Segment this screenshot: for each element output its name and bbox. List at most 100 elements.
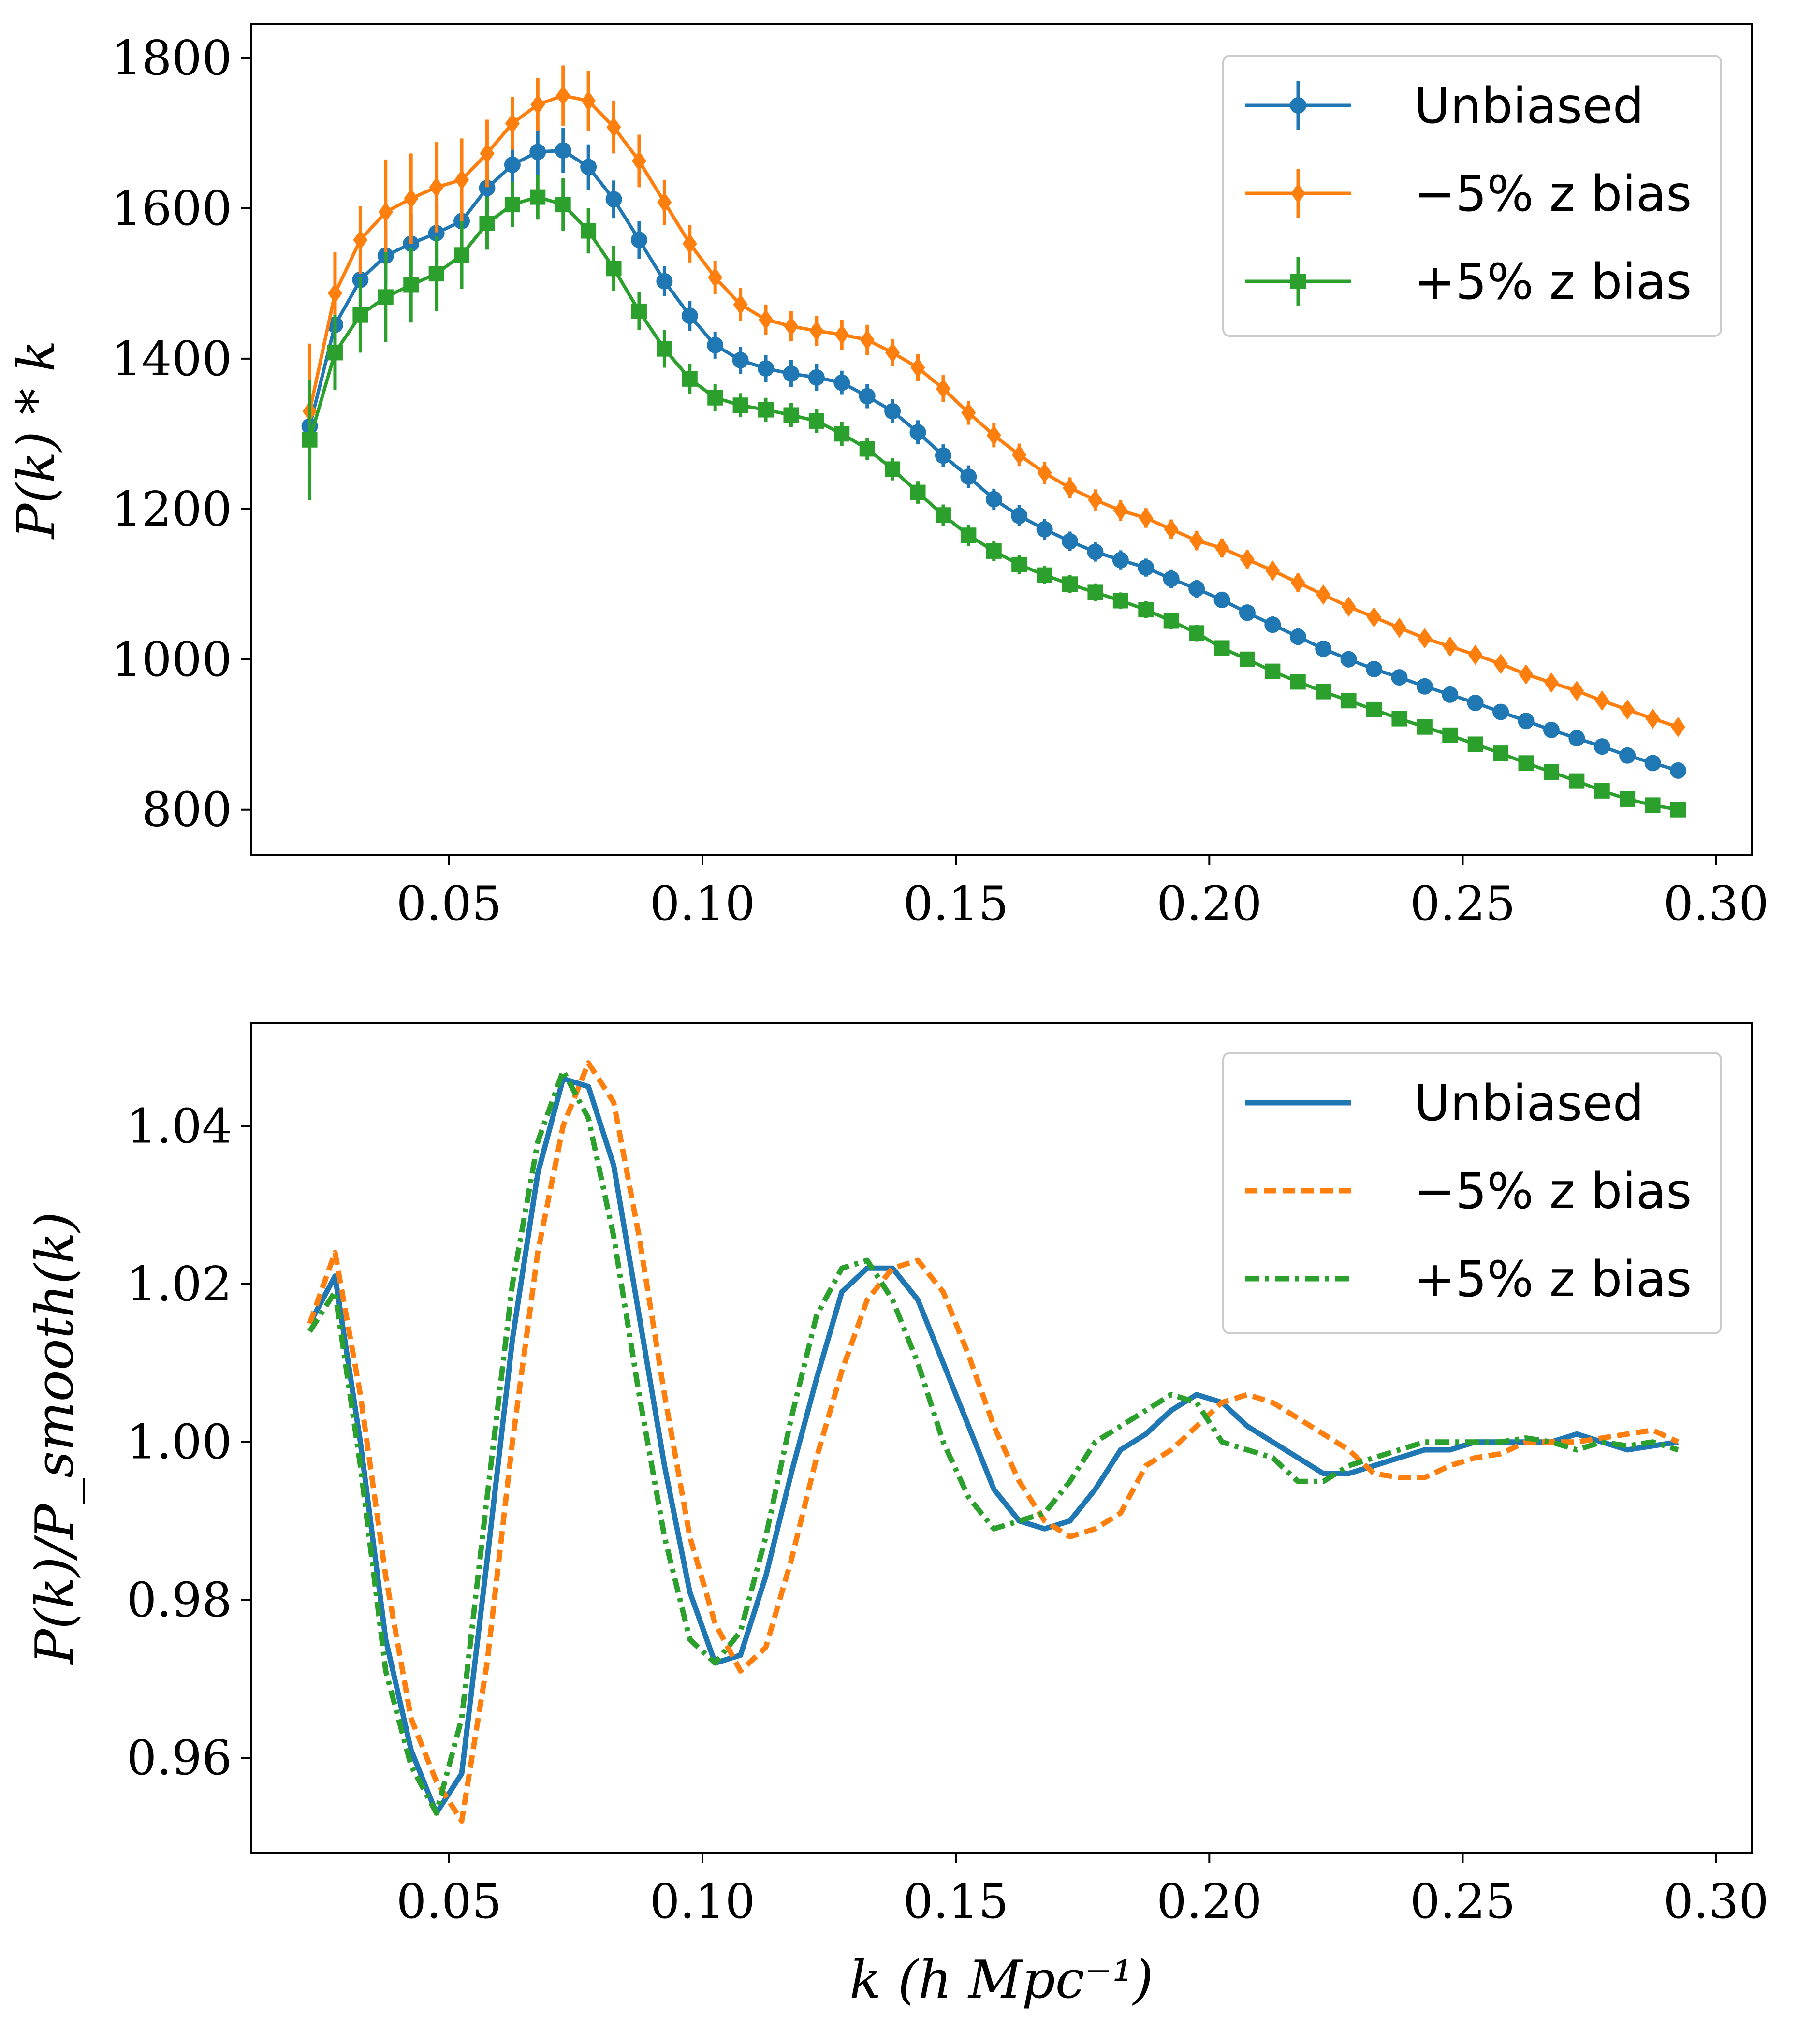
data-point bbox=[352, 307, 368, 323]
data-point bbox=[378, 289, 394, 305]
legend-entry: Unbiased bbox=[1245, 77, 1644, 135]
data-point bbox=[1037, 463, 1052, 483]
y-axis-label: P(k) * k bbox=[6, 340, 67, 540]
axes-frame bbox=[250, 1022, 1753, 1854]
data-point bbox=[1062, 576, 1078, 592]
legend-entry: −5% z bias bbox=[1245, 1163, 1692, 1220]
data-point bbox=[1569, 681, 1584, 701]
data-point bbox=[479, 179, 496, 196]
data-point bbox=[1164, 519, 1179, 540]
y-tick-label: 1.02 bbox=[127, 1257, 232, 1312]
data-point bbox=[1341, 596, 1356, 617]
data-point bbox=[1290, 97, 1306, 114]
data-point bbox=[1265, 663, 1281, 679]
data-point bbox=[555, 85, 570, 106]
data-point bbox=[1239, 651, 1255, 667]
data-point bbox=[1189, 530, 1204, 551]
legend-box bbox=[1222, 1052, 1722, 1334]
x-tick-label: 0.30 bbox=[1664, 1874, 1769, 1929]
y-tick-label: 0.98 bbox=[127, 1573, 232, 1628]
data-point bbox=[1214, 640, 1230, 656]
data-point bbox=[1620, 699, 1635, 720]
data-point bbox=[1543, 721, 1560, 738]
data-point bbox=[581, 223, 597, 239]
data-point bbox=[1518, 713, 1535, 730]
data-point bbox=[1568, 730, 1585, 747]
data-point bbox=[758, 360, 775, 377]
data-point bbox=[1087, 584, 1103, 600]
data-point bbox=[859, 441, 875, 457]
data-point bbox=[1239, 604, 1256, 621]
data-point bbox=[529, 144, 546, 161]
data-point bbox=[885, 461, 901, 477]
data-point bbox=[606, 117, 621, 138]
data-point bbox=[479, 216, 495, 232]
data-point bbox=[353, 230, 368, 250]
data-point bbox=[1112, 593, 1128, 609]
data-point bbox=[1315, 640, 1332, 657]
data-point bbox=[428, 266, 444, 282]
legend: Unbiased −5% z bias +5% z bias bbox=[1222, 55, 1722, 337]
legend-box bbox=[1222, 55, 1722, 337]
data-point bbox=[682, 371, 698, 387]
data-point bbox=[707, 390, 723, 406]
data-point bbox=[1493, 745, 1509, 761]
y-tick-label: 1400 bbox=[112, 332, 232, 387]
data-point bbox=[555, 142, 571, 159]
data-point bbox=[1391, 669, 1408, 686]
x-tick-label: 0.20 bbox=[1156, 876, 1262, 932]
data-point bbox=[1367, 607, 1382, 628]
legend-entry: +5% z bias bbox=[1245, 253, 1692, 311]
data-point bbox=[1139, 508, 1154, 528]
data-point bbox=[1442, 727, 1458, 743]
legend-label: −5% z bias bbox=[1414, 1163, 1692, 1220]
data-point bbox=[707, 336, 724, 353]
data-point bbox=[783, 365, 800, 382]
legend-label: +5% z bias bbox=[1414, 253, 1692, 311]
data-point bbox=[454, 169, 469, 190]
data-point bbox=[1113, 500, 1128, 521]
y-tick-label: 1.04 bbox=[127, 1099, 232, 1154]
data-point bbox=[1392, 617, 1407, 638]
x-tick-label: 0.30 bbox=[1664, 876, 1769, 932]
x-tick-label: 0.05 bbox=[396, 1874, 502, 1929]
data-point bbox=[1291, 183, 1305, 204]
data-point bbox=[630, 232, 647, 248]
data-point bbox=[1594, 783, 1610, 799]
x-tick-label: 0.10 bbox=[650, 1874, 755, 1929]
data-point bbox=[429, 177, 444, 198]
data-point bbox=[1493, 654, 1508, 674]
data-point bbox=[1289, 628, 1306, 645]
data-point bbox=[1290, 274, 1306, 289]
series-1 bbox=[302, 65, 1685, 737]
data-point bbox=[834, 324, 849, 345]
data-point bbox=[1037, 567, 1052, 583]
data-point bbox=[580, 159, 597, 175]
data-point bbox=[1391, 711, 1407, 727]
x-tick-label: 0.25 bbox=[1410, 1874, 1515, 1929]
legend-entry: +5% z bias bbox=[1245, 1251, 1692, 1308]
data-point bbox=[809, 321, 824, 341]
y-tick-label: 0.96 bbox=[127, 1731, 232, 1786]
y-tick-label: 1.00 bbox=[127, 1415, 232, 1470]
data-point bbox=[1645, 797, 1661, 813]
data-point bbox=[985, 491, 1002, 508]
data-point bbox=[1443, 636, 1458, 657]
data-point bbox=[1138, 602, 1154, 618]
data-point bbox=[1645, 708, 1660, 729]
data-point bbox=[631, 303, 647, 319]
data-point bbox=[1366, 660, 1383, 677]
y-tick-label: 1600 bbox=[112, 181, 232, 236]
data-point bbox=[327, 283, 342, 304]
data-point bbox=[961, 402, 976, 423]
data-point bbox=[1467, 736, 1483, 752]
x-axis-label: k (h Mpc⁻¹) bbox=[849, 1950, 1153, 2010]
data-point bbox=[1593, 738, 1610, 755]
x-tick-label: 0.05 bbox=[396, 876, 502, 932]
data-point bbox=[1063, 478, 1078, 498]
plot-area bbox=[301, 65, 1686, 818]
data-point bbox=[682, 233, 697, 254]
x-tick-label: 0.25 bbox=[1410, 876, 1515, 932]
data-point bbox=[454, 247, 470, 263]
